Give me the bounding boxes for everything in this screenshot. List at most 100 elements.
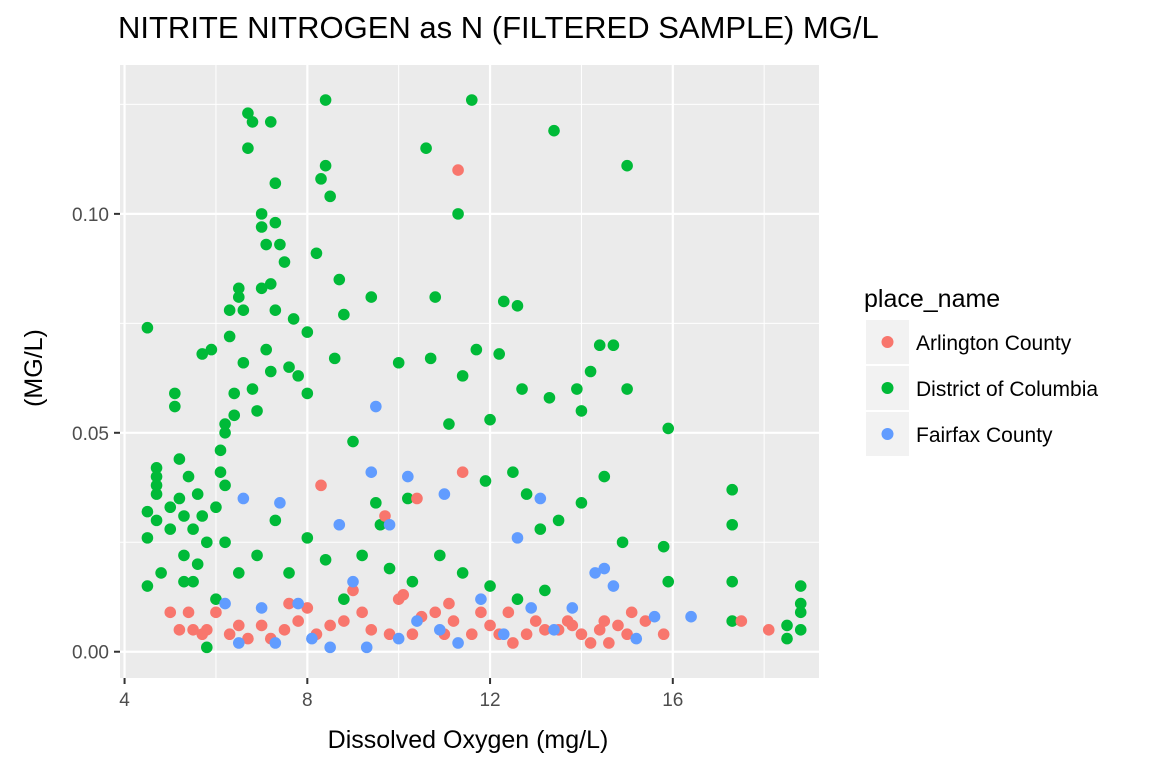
legend-label: District of Columbia xyxy=(916,378,1098,401)
legend-title: place_name xyxy=(864,285,1000,313)
data-point xyxy=(274,497,286,509)
data-point xyxy=(219,479,231,492)
data-point xyxy=(561,615,574,627)
minor-gridlines xyxy=(120,65,819,678)
data-point xyxy=(402,492,414,505)
data-point xyxy=(219,418,231,430)
data-point xyxy=(383,562,396,575)
data-point xyxy=(543,391,556,404)
data-point xyxy=(347,584,359,597)
data-point xyxy=(255,208,268,220)
data-point xyxy=(269,514,282,527)
legend-entry: Fairfax County xyxy=(866,412,1053,456)
data-point xyxy=(621,383,633,395)
data-point xyxy=(434,624,446,636)
data-point xyxy=(497,295,510,308)
data-point xyxy=(251,549,263,562)
data-point xyxy=(228,387,241,400)
data-point xyxy=(402,470,414,483)
data-point xyxy=(584,637,597,649)
data-point xyxy=(589,567,601,579)
data-point xyxy=(214,466,227,479)
plot-panel xyxy=(120,65,819,678)
data-point xyxy=(452,208,464,220)
data-point xyxy=(726,615,738,627)
data-point xyxy=(379,510,391,522)
data-point xyxy=(187,575,199,588)
data-point xyxy=(287,313,300,325)
x-tick-label: 16 xyxy=(662,690,683,711)
data-point xyxy=(502,606,515,619)
data-point xyxy=(278,256,291,268)
data-point xyxy=(164,501,177,514)
data-point xyxy=(434,549,446,562)
data-point xyxy=(429,606,442,619)
data-point xyxy=(223,304,236,317)
data-point xyxy=(781,619,793,632)
data-point xyxy=(493,348,505,360)
data-point xyxy=(657,628,670,641)
data-point xyxy=(456,466,469,479)
data-point xyxy=(150,479,163,492)
data-point xyxy=(210,593,222,605)
data-point xyxy=(319,159,332,172)
data-point xyxy=(301,387,314,400)
data-point xyxy=(191,488,204,500)
data-point xyxy=(465,94,478,106)
data-point xyxy=(333,518,346,531)
data-point xyxy=(511,593,524,605)
legend: place_name Arlington County District of C… xyxy=(864,285,1098,456)
data-point xyxy=(794,606,807,619)
data-point xyxy=(178,549,190,562)
data-point xyxy=(173,492,186,505)
data-point xyxy=(347,435,359,448)
data-point xyxy=(246,116,259,128)
data-point xyxy=(269,637,282,649)
data-point xyxy=(484,619,496,632)
data-point xyxy=(598,615,611,627)
data-point xyxy=(150,470,163,483)
data-point xyxy=(447,615,460,627)
data-point xyxy=(169,387,181,400)
data-point xyxy=(475,606,487,619)
data-point xyxy=(516,383,528,395)
data-point xyxy=(470,343,483,356)
data-point xyxy=(726,518,738,531)
data-point xyxy=(315,173,327,185)
data-point xyxy=(150,514,163,527)
data-point xyxy=(182,606,195,619)
x-tick-label: 8 xyxy=(302,690,313,711)
data-point xyxy=(201,536,213,549)
legend-label: Arlington County xyxy=(916,332,1072,355)
legend-entry: District of Columbia xyxy=(866,366,1098,410)
data-point xyxy=(511,532,524,544)
data-point xyxy=(781,632,793,645)
data-point xyxy=(324,190,336,203)
data-point xyxy=(365,466,378,479)
data-point xyxy=(539,624,551,636)
data-point xyxy=(232,637,245,649)
data-point xyxy=(232,282,245,295)
data-point xyxy=(603,637,615,649)
data-point xyxy=(392,356,405,369)
data-point xyxy=(292,597,304,610)
data-point xyxy=(685,610,697,623)
data-point xyxy=(205,343,218,356)
data-point xyxy=(178,510,190,522)
data-point xyxy=(370,497,382,509)
legend-key-dot xyxy=(881,428,894,440)
data-point xyxy=(274,238,286,251)
data-point xyxy=(365,624,378,636)
y-tick-label: 0.05 xyxy=(72,424,109,445)
data-point xyxy=(283,567,295,579)
data-point xyxy=(196,510,209,522)
data-point xyxy=(374,518,387,531)
data-point xyxy=(219,536,231,549)
data-point xyxy=(292,615,304,627)
data-point xyxy=(520,628,533,641)
data-point xyxy=(219,597,231,610)
data-point xyxy=(228,409,241,422)
y-tick-label: 0.00 xyxy=(72,643,109,664)
data-point xyxy=(155,567,167,579)
legend-key-dot xyxy=(881,336,894,348)
